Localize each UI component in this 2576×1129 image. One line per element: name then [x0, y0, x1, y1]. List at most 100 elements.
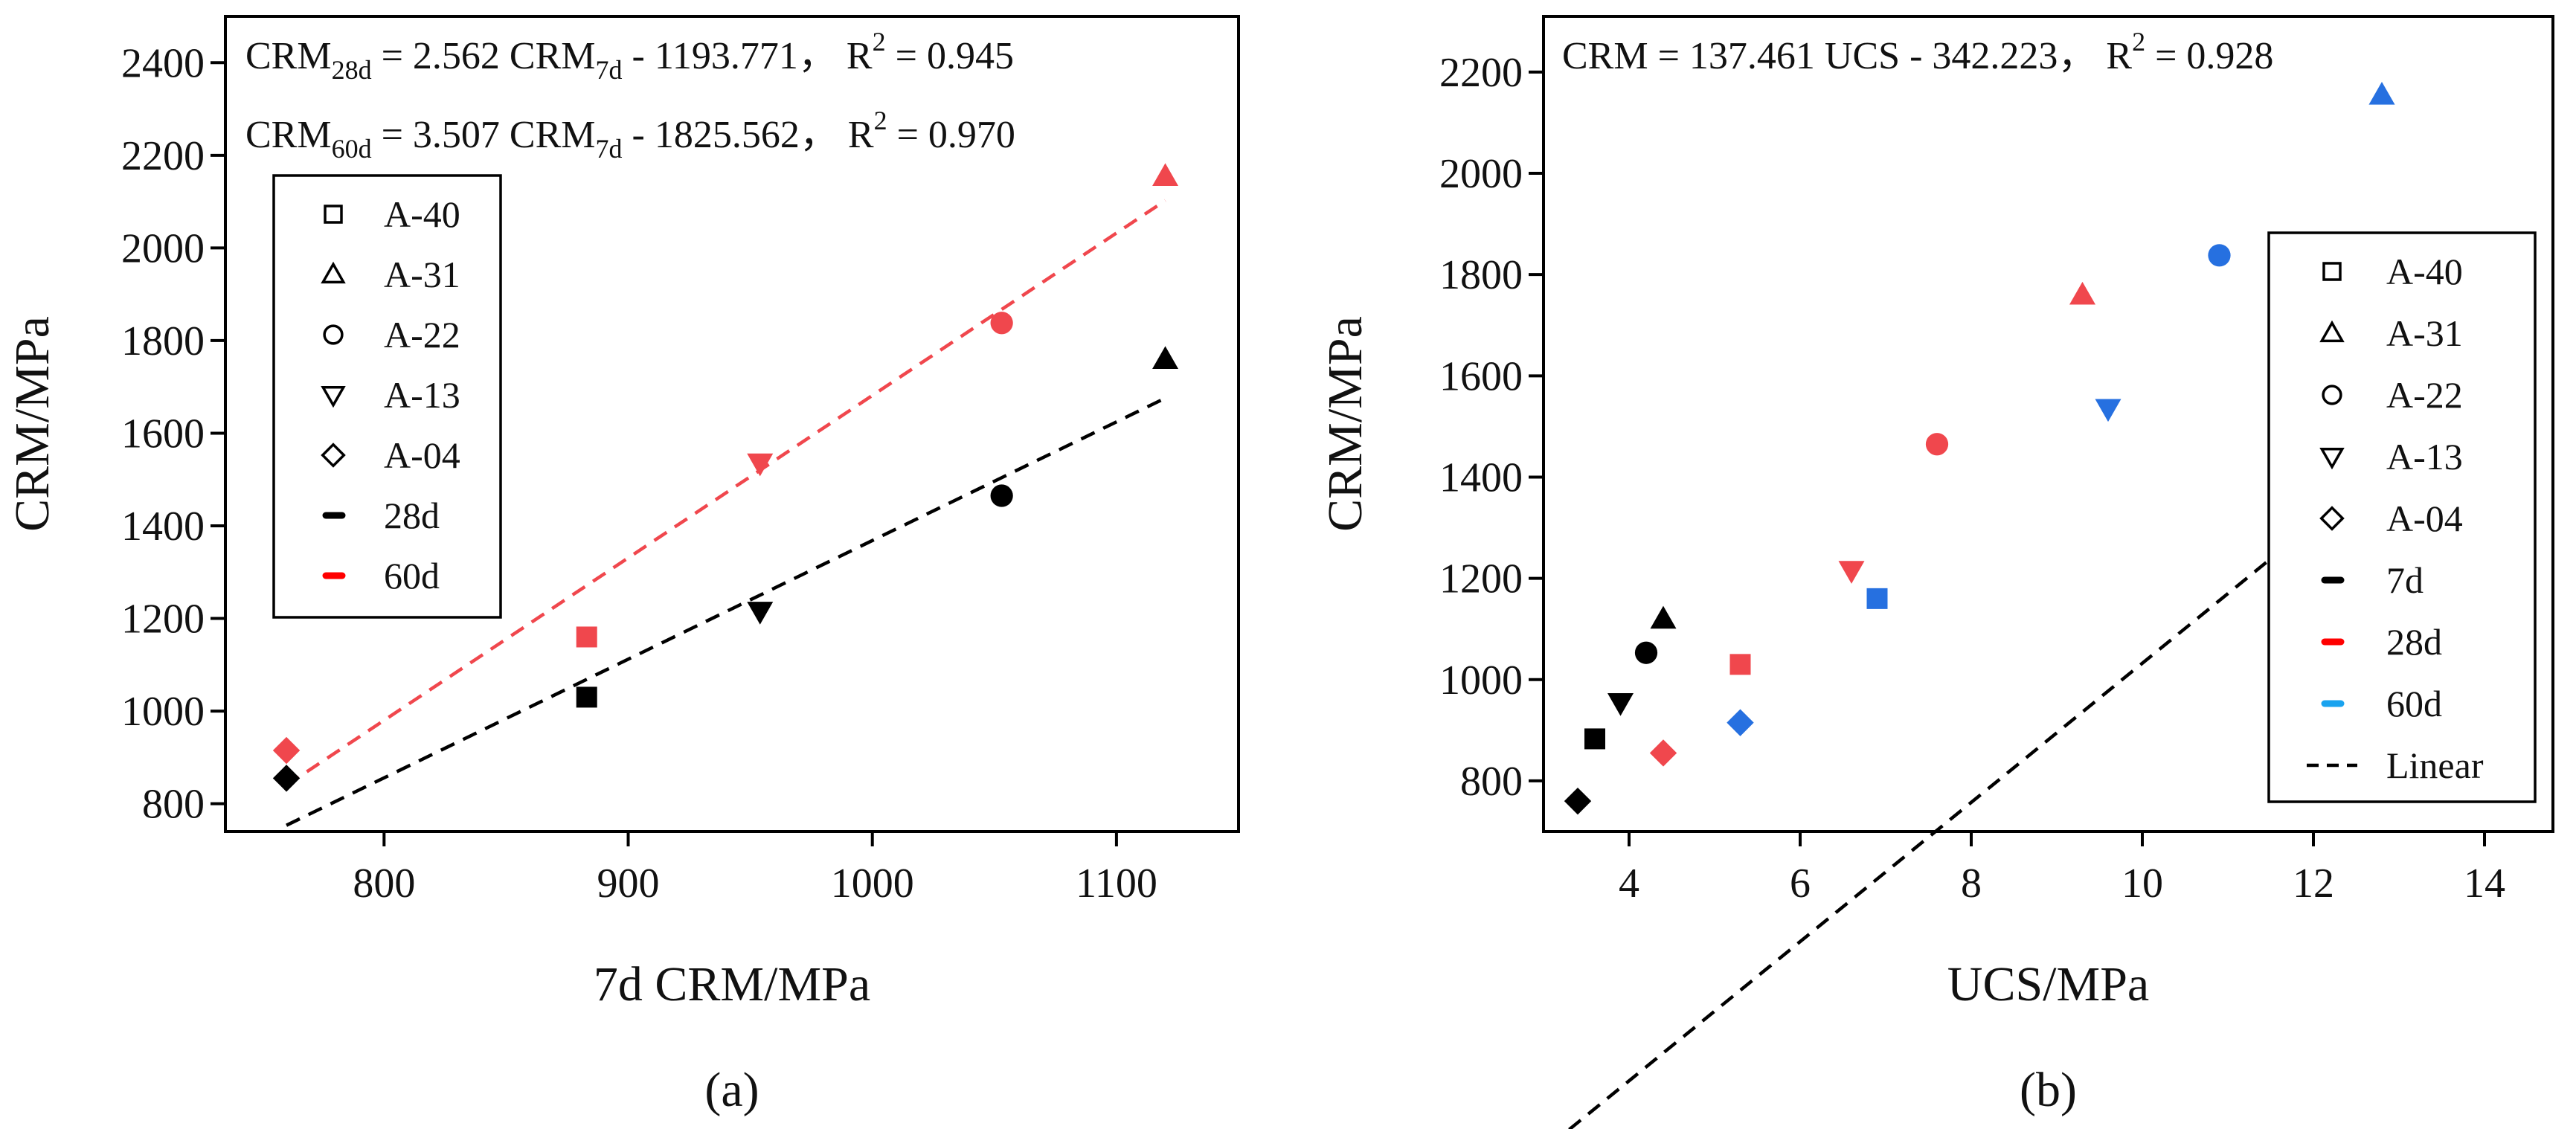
data-point-7d-diamond: [1564, 787, 1592, 815]
legend-label: 28d: [384, 495, 440, 536]
equation-1: CRM = 137.461 UCS - 342.223， R2 = 0.928: [1562, 27, 2273, 77]
x-axis-title: UCS/MPa: [1947, 957, 2149, 1011]
legend-label: A-31: [384, 254, 460, 295]
equation-main: CRM: [245, 114, 332, 156]
legend-label: 60d: [2386, 683, 2442, 724]
equation-sub: 60d: [332, 134, 372, 164]
series-7d: [1564, 605, 1677, 815]
data-point-28d-triangle-down: [1838, 561, 1865, 584]
legend-label: A-13: [384, 374, 460, 416]
legend-marker-triangle-down: [2319, 447, 2345, 470]
y-tick-label: 1000: [1439, 657, 1523, 704]
data-point-7d-triangle-up: [1650, 605, 1677, 629]
legend-marker-circle: [323, 324, 344, 345]
data-point-60d-triangle-up: [1152, 163, 1179, 186]
series-28d: [272, 346, 1179, 792]
plot-frame: [1542, 15, 2554, 833]
legend-marker-square: [2322, 262, 2342, 281]
y-tick-label: 800: [1460, 759, 1523, 805]
x-tick-label: 1100: [1076, 861, 1157, 907]
legend: A-40 A-31 A-22 A-13 A-04 7d 28d 60d Linear: [2267, 231, 2537, 803]
equation-end: = 0.928: [2145, 35, 2273, 77]
fit-line-60d: [285, 199, 1166, 787]
data-point-28d-square: [1729, 654, 1751, 675]
chart-panel-b: 800 1000 1200 1400 1600 1800 2000 2200 4 6 8 10 12 14…: [1318, 15, 2554, 1129]
legend-marker-triangle-down: [321, 385, 346, 408]
data-point-28d-square: [576, 686, 597, 708]
y-tick-label: 1800: [1439, 252, 1523, 298]
y-axis: 800 1000 1200 1400 1600 1800 2000 2200 2400: [121, 40, 225, 828]
y-tick-label: 1200: [121, 596, 205, 643]
legend-label: A-22: [2386, 374, 2463, 416]
x-axis: 4 6 8 10 12 14: [1619, 832, 2505, 907]
equation-tail: - 1193.771， R: [623, 35, 873, 77]
legend-label: A-04: [384, 434, 460, 476]
panel-label: (a): [704, 1063, 759, 1117]
legend-label: 7d: [2386, 559, 2424, 601]
legend-marker-triangle-up: [321, 261, 346, 284]
x-tick-label: 10: [2121, 861, 2163, 907]
chart-panel-a: 800 1000 1200 1400 1600 1800 2000 2200 2400 800 90…: [5, 15, 1240, 1117]
equation-sup: 2: [873, 27, 886, 57]
legend-marker-square: [324, 205, 343, 224]
data-point-60d-triangle-down: [747, 453, 774, 477]
data-point-7d-triangle-down: [1607, 692, 1634, 716]
data-point-7d-circle: [1634, 641, 1658, 664]
equation-tail: - 1825.562， R: [623, 114, 874, 156]
y-tick-label: 1800: [121, 318, 205, 364]
data-point-60d-diamond: [272, 736, 301, 765]
equation-2: CRM60d = 3.507 CRM7d - 1825.562， R2 = 0.…: [245, 106, 1015, 164]
data-point-28d-triangle-up: [2069, 281, 2095, 305]
plot-frame: [224, 15, 1240, 833]
equation-end: = 0.970: [887, 114, 1015, 156]
data-point-28d-diamond: [1649, 739, 1677, 767]
y-axis: 800 1000 1200 1400 1600 1800 2000 2200: [1439, 50, 1544, 805]
fit-line-28d: [286, 396, 1166, 827]
data-point-60d-triangle-down: [2095, 399, 2121, 422]
x-axis: 800 900 1000 1100: [353, 832, 1157, 907]
x-tick-label: 6: [1790, 861, 1811, 907]
legend-box: [272, 174, 502, 619]
legend-label: A-22: [384, 314, 460, 356]
series-60d: [272, 163, 1179, 765]
equation-main: CRM = 137.461 UCS - 342.223， R: [1562, 35, 2132, 77]
equation-sup: 2: [874, 106, 887, 135]
data-point-28d-circle: [1925, 433, 1949, 456]
equation-sub2: 7d: [596, 55, 623, 85]
data-point-60d-square: [576, 626, 597, 648]
legend-marker-diamond: [321, 443, 346, 468]
legend-label: Linear: [2386, 744, 2484, 786]
legend-label: A-31: [2386, 312, 2463, 354]
y-tick-label: 2200: [1439, 50, 1523, 96]
legend-label: A-04: [2386, 498, 2463, 539]
equation-sub: 28d: [332, 55, 372, 85]
y-tick-label: 2000: [121, 225, 205, 271]
series-60d: [1727, 82, 2395, 736]
panel-label: (b): [2020, 1063, 2077, 1117]
legend-label: 60d: [384, 555, 440, 596]
y-tick-label: 1600: [1439, 353, 1523, 399]
y-tick-label: 1600: [121, 411, 205, 457]
y-tick-label: 2200: [121, 133, 205, 179]
data-point-60d-triangle-up: [2368, 82, 2395, 105]
equation-middle: = 3.507 CRM: [372, 114, 596, 156]
x-tick-label: 4: [1619, 861, 1639, 907]
legend-label: A-13: [2386, 436, 2463, 477]
x-axis-title: 7d CRM/MPa: [594, 957, 870, 1011]
legend-label: A-40: [384, 193, 460, 235]
y-axis-title: CRM/MPa: [1318, 316, 1372, 532]
y-tick-label: 2400: [121, 40, 205, 86]
x-tick-label: 8: [1961, 861, 1982, 907]
series-28d: [1649, 281, 2095, 767]
data-point-7d-square: [1584, 728, 1605, 750]
legend-label: A-40: [2386, 251, 2463, 292]
x-tick-label: 900: [597, 861, 660, 907]
data-point-28d-triangle-up: [1152, 346, 1179, 369]
y-tick-label: 1400: [121, 504, 205, 550]
equation-middle: = 2.562 CRM: [372, 35, 596, 77]
data-point-28d-circle: [990, 484, 1013, 507]
data-point-60d-circle: [2208, 244, 2231, 267]
y-tick-label: 1400: [1439, 454, 1523, 501]
legend-label: 28d: [2386, 621, 2442, 663]
